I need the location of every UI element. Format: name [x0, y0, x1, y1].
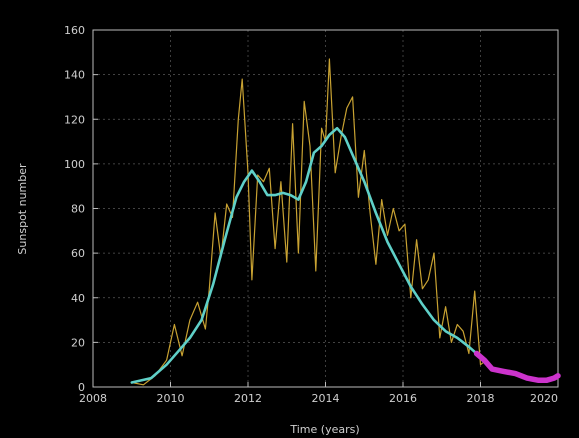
x-tick-labels: 2008 2010 2012 2014 2016 2018 2020 — [79, 392, 558, 405]
x-tick-label: 2018 — [467, 392, 495, 405]
x-tick-label: 2016 — [389, 392, 417, 405]
series-line-smoothed — [130, 126, 478, 384]
axis-ticks — [92, 29, 559, 388]
y-tick-label: 100 — [64, 158, 85, 171]
y-tick-label: 40 — [71, 292, 85, 305]
series-line-predicted — [473, 350, 561, 384]
x-tick-label: 2020 — [530, 392, 558, 405]
y-tick-label: 20 — [71, 336, 85, 349]
x-tick-label: 2012 — [234, 392, 262, 405]
x-tick-label: 2008 — [79, 392, 107, 405]
x-tick-label: 2014 — [312, 392, 340, 405]
y-tick-label: 140 — [64, 69, 85, 82]
y-tick-labels: 0 20 40 60 80 100 120 140 160 — [64, 24, 85, 394]
series-line-monthly — [131, 58, 493, 386]
y-tick-label: 60 — [71, 247, 85, 260]
y-axis-label: Sunspot number — [16, 163, 29, 255]
y-tick-label: 160 — [64, 24, 85, 37]
y-tick-label: 80 — [71, 203, 85, 216]
y-tick-label: 120 — [64, 113, 85, 126]
x-axis-label: Time (years) — [289, 423, 359, 436]
series-layer — [130, 58, 561, 386]
x-tick-label: 2010 — [157, 392, 185, 405]
y-tick-label: 0 — [78, 381, 85, 394]
